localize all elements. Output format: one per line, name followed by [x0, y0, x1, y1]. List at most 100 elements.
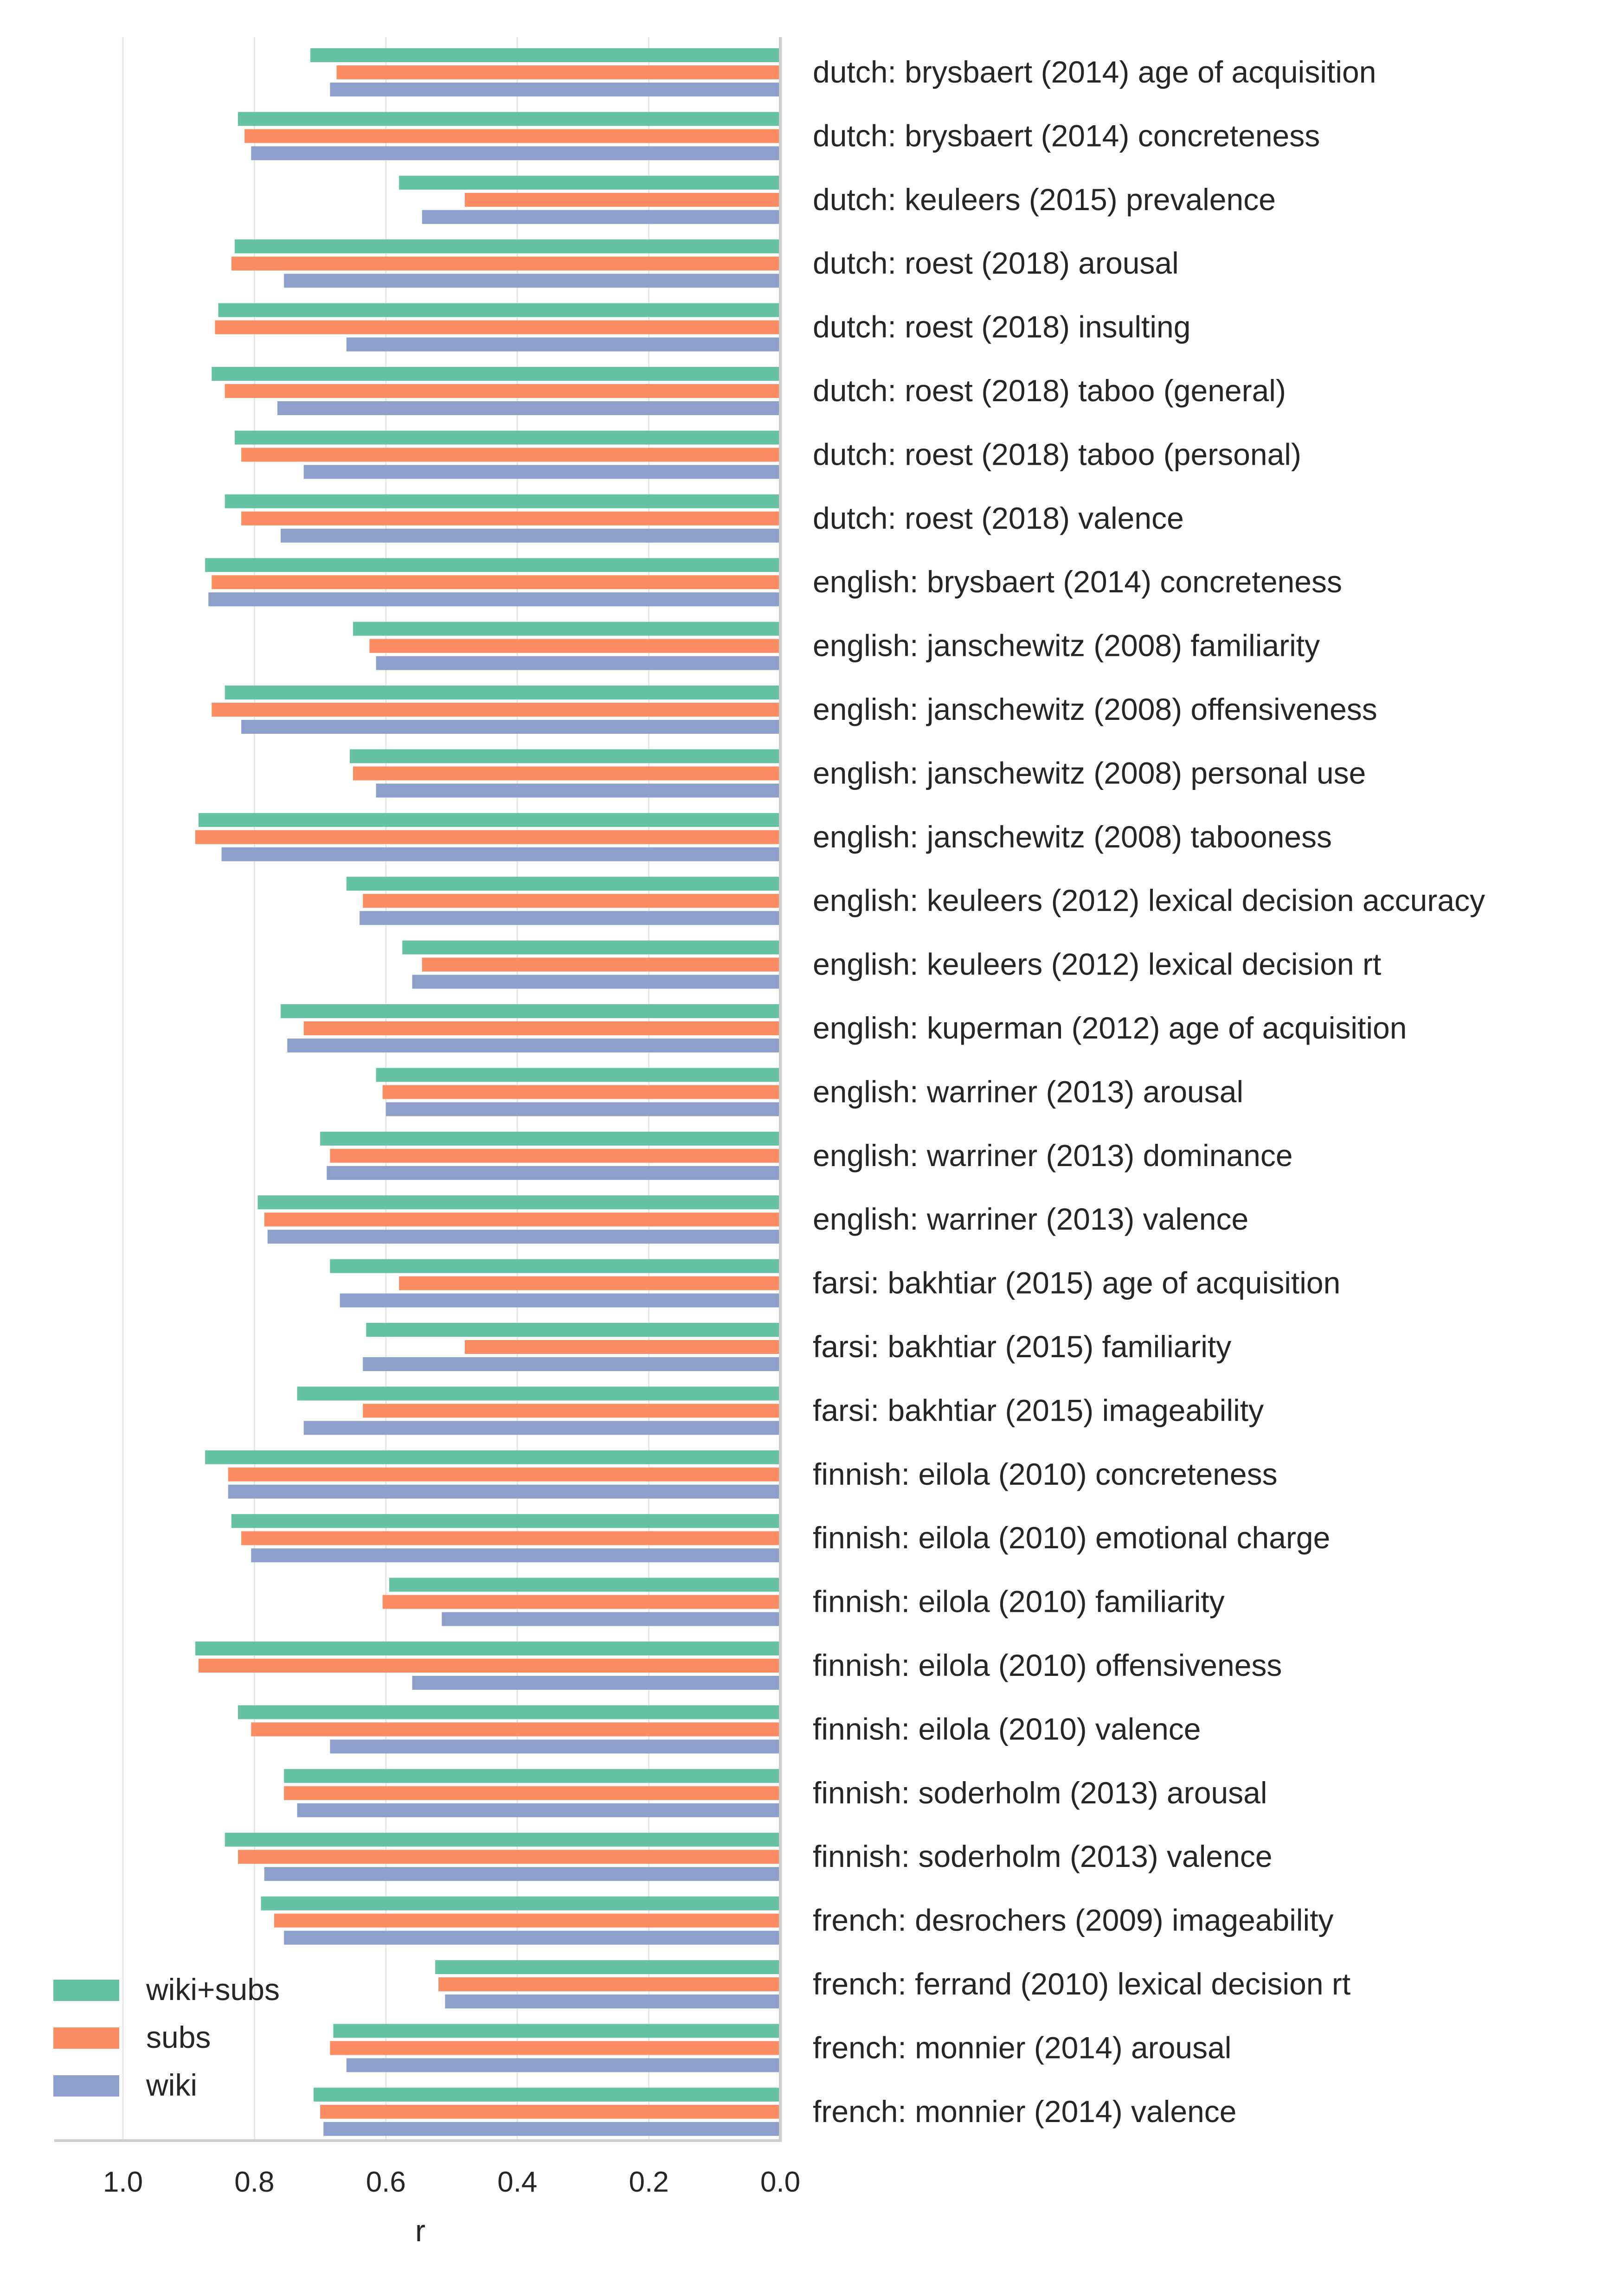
bar-subs — [369, 639, 780, 653]
bar-wiki-subs — [198, 813, 781, 827]
bar-subs — [198, 1659, 781, 1673]
category-label: french: monnier (2014) arousal — [813, 2030, 1231, 2065]
category-label: farsi: bakhtiar (2015) familiarity — [813, 1329, 1231, 1364]
category-label: english: janschewitz (2008) offensivenes… — [813, 692, 1377, 726]
bar-wiki — [386, 1102, 780, 1116]
category-label: english: kuperman (2012) age of acquisit… — [813, 1011, 1407, 1045]
bar-wiki — [346, 337, 780, 352]
bar-subs — [422, 957, 780, 972]
bar-wiki-subs — [353, 622, 780, 636]
bar-subs — [195, 830, 780, 844]
bar-wiki — [297, 1803, 780, 1817]
category-label: french: desrochers (2009) imageability — [813, 1903, 1334, 1937]
bar-subs — [464, 192, 780, 207]
x-axis-title: r — [415, 2213, 425, 2248]
x-tick-label: 0.0 — [760, 2166, 800, 2198]
bar-subs — [382, 1085, 780, 1099]
bar-wiki-subs — [261, 1896, 780, 1911]
bar-subs — [215, 320, 780, 334]
bar-wiki-subs — [238, 1705, 780, 1719]
bar-wiki — [323, 2122, 780, 2136]
bar-wiki-subs — [257, 1195, 780, 1210]
category-label: finnish: soderholm (2013) valence — [813, 1839, 1273, 1873]
category-label: dutch: roest (2018) taboo (personal) — [813, 437, 1301, 471]
bar-subs — [330, 2041, 780, 2055]
category-label: dutch: roest (2018) arousal — [813, 246, 1179, 280]
bar-subs — [284, 1786, 780, 1800]
bar-wiki — [267, 1230, 780, 1244]
category-label: english: janschewitz (2008) tabooness — [813, 820, 1332, 854]
bar-wiki — [284, 1930, 780, 1945]
bar-wiki — [363, 1357, 780, 1371]
bar-wiki — [241, 720, 780, 734]
category-label: english: janschewitz (2008) personal use — [813, 756, 1366, 790]
bar-wiki — [327, 1166, 780, 1180]
bar-wiki — [228, 1484, 781, 1499]
category-label: english: keuleers (2012) lexical decisio… — [813, 947, 1381, 981]
category-label: finnish: eilola (2010) emotional charge — [813, 1520, 1330, 1555]
bar-wiki — [422, 210, 780, 224]
bar-wiki-subs — [330, 1259, 780, 1273]
bar-wiki — [251, 1548, 781, 1563]
bar-subs — [399, 1276, 780, 1290]
bar-wiki-subs — [366, 1323, 780, 1337]
bar-wiki — [340, 1293, 780, 1308]
bar-subs — [231, 257, 781, 271]
bar-subs — [336, 65, 780, 79]
bar-wiki-subs — [225, 1833, 780, 1847]
bar-subs — [241, 448, 780, 462]
bar-wiki — [303, 1421, 780, 1435]
category-labels: dutch: brysbaert (2014) age of acquisiti… — [813, 55, 1485, 2129]
category-label: dutch: brysbaert (2014) concreteness — [813, 118, 1320, 153]
bar-wiki — [251, 146, 781, 160]
bar-wiki — [281, 528, 780, 543]
legend-label: wiki — [146, 2068, 197, 2102]
bar-wiki-subs — [402, 940, 780, 955]
category-label: finnish: eilola (2010) offensiveness — [813, 1648, 1282, 1682]
bar-subs — [264, 1212, 780, 1227]
bar-subs — [251, 1722, 781, 1737]
bar-wiki — [376, 656, 780, 670]
bar-wiki-subs — [212, 367, 780, 381]
bar-wiki-subs — [238, 112, 780, 126]
bar-wiki-subs — [333, 2024, 780, 2038]
bar-subs — [363, 894, 780, 908]
x-tick-label: 0.6 — [366, 2166, 406, 2198]
category-label: finnish: eilola (2010) familiarity — [813, 1584, 1225, 1619]
category-label: english: warriner (2013) arousal — [813, 1074, 1243, 1109]
bar-subs — [353, 766, 780, 781]
category-label: dutch: keuleers (2015) prevalence — [813, 182, 1276, 217]
x-tick-label: 0.4 — [497, 2166, 537, 2198]
bars — [195, 48, 781, 2136]
bar-wiki-subs — [310, 48, 780, 62]
legend-label: wiki+subs — [146, 1972, 280, 2007]
bar-wiki-subs — [284, 1769, 780, 1783]
bar-wiki-subs — [313, 2087, 780, 2102]
category-label: english: warriner (2013) valence — [813, 1202, 1248, 1236]
bar-wiki — [208, 592, 781, 607]
legend: wiki+subs subs wiki — [53, 1972, 280, 2102]
bar-subs — [212, 703, 780, 717]
bar-subs — [382, 1595, 780, 1609]
bar-wiki — [412, 1676, 780, 1690]
bar-wiki-subs — [346, 877, 780, 891]
bar-wiki — [303, 465, 780, 479]
bar-wiki-subs — [435, 1960, 780, 1974]
bar-subs — [241, 511, 780, 526]
bar-subs — [320, 2104, 780, 2119]
legend-swatch — [53, 2075, 119, 2097]
category-label: french: ferrand (2010) lexical decision … — [813, 1967, 1350, 2001]
legend-label: subs — [146, 2020, 211, 2054]
bar-wiki — [287, 1039, 780, 1052]
bar-wiki-subs — [376, 1068, 780, 1082]
category-label: french: monnier (2014) valence — [813, 2094, 1237, 2129]
bar-wiki — [277, 401, 780, 415]
bar-wiki-subs — [218, 303, 781, 317]
category-label: dutch: brysbaert (2014) age of acquisiti… — [813, 55, 1376, 89]
category-label: dutch: roest (2018) insulting — [813, 310, 1190, 344]
bar-wiki-subs — [297, 1386, 780, 1401]
bar-wiki — [445, 1995, 780, 2008]
bar-wiki — [264, 1867, 780, 1881]
x-tick-label: 0.2 — [629, 2166, 669, 2198]
